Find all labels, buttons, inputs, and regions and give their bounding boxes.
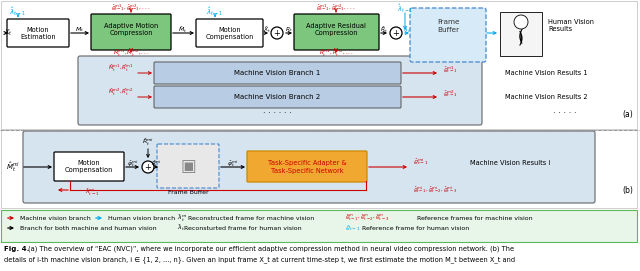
Text: Machine Vision Branch 2: Machine Vision Branch 2 [234,94,320,100]
Bar [1,1,637,129]
Circle shape [390,27,402,39]
FancyBboxPatch shape [294,14,379,50]
FancyBboxPatch shape [7,19,69,47]
Text: $\hat{\varrho}^{m1}_{t-1},\hat{\varrho}^{m2}_{t-1},...$: $\hat{\varrho}^{m1}_{t-1},\hat{\varrho}^… [111,3,150,13]
Text: $\hat{\lambda}_{t-1}$: $\hat{\lambda}_{t-1}$ [207,6,223,18]
Text: $\hat{\varrho}^{m1}_{t-1}$: $\hat{\varrho}^{m1}_{t-1}$ [443,64,458,75]
Text: $\hat{\varphi}^{mi}_t$: $\hat{\varphi}^{mi}_t$ [127,159,139,169]
Text: $\hat{R}^{m1}_t, \hat{R}^{m2}_t,...$: $\hat{R}^{m1}_t, \hat{R}^{m2}_t,...$ [319,47,353,59]
Text: $X_t$: $X_t$ [4,28,13,38]
Text: Reference frames for machine vision: Reference frames for machine vision [417,215,532,221]
Text: ▣: ▣ [180,157,196,175]
Text: · · · · · ·: · · · · · · [262,108,291,118]
Text: Machine vision branch: Machine vision branch [20,215,91,221]
Text: Reference frame for human vision: Reference frame for human vision [362,225,469,231]
Text: (a): (a) [622,111,633,120]
Text: Frame: Frame [436,19,460,25]
Text: Adaptive Residual: Adaptive Residual [306,23,366,29]
Text: (b): (b) [622,186,633,195]
Text: Compensation: Compensation [206,34,254,40]
Text: ): ) [518,31,524,46]
FancyBboxPatch shape [23,131,595,203]
Text: Estimation: Estimation [20,34,56,40]
Circle shape [271,27,283,39]
Text: Buffer: Buffer [437,27,459,33]
Text: $\hat{\varrho}^{mi}_{t-1},\hat{\varrho}^{mi}_{t-2},\hat{\varrho}^{mi}_{t-3}$: $\hat{\varrho}^{mi}_{t-1},\hat{\varrho}^… [413,185,458,195]
Text: Compression: Compression [314,30,358,36]
Text: (a) The overview of “EAC (NVC)”, where we incorporate our efficient adaptive com: (a) The overview of “EAC (NVC)”, where w… [28,246,514,253]
Text: $\hat{\varrho}^{mi}_{t-1}$: $\hat{\varrho}^{mi}_{t-1}$ [413,157,429,167]
Text: Machine Vision Results 1: Machine Vision Results 1 [505,70,588,76]
FancyBboxPatch shape [157,144,219,188]
Text: Adaptive Motion: Adaptive Motion [104,23,158,29]
Text: $\hat{\lambda}_{t-1}$: $\hat{\lambda}_{t-1}$ [10,6,26,18]
Text: $\hat{\lambda}_t$: $\hat{\lambda}_t$ [403,25,411,35]
Text: +: + [273,28,280,37]
Text: · · · · ·: · · · · · [553,108,577,118]
Text: Task-Specific Adapter &: Task-Specific Adapter & [268,160,346,166]
Text: $\hat{M}^{m1}_t, \hat{R}^{m1}_t$: $\hat{M}^{m1}_t, \hat{R}^{m1}_t$ [108,62,134,74]
FancyBboxPatch shape [196,19,263,47]
Text: $M_t$: $M_t$ [76,25,84,34]
Text: $\hat{\varrho}_{t-1}$: $\hat{\varrho}_{t-1}$ [345,223,360,233]
Text: $R_t$: $R_t$ [285,25,293,34]
Text: $\hat{\lambda}_{t-1}$: $\hat{\lambda}_{t-1}$ [397,3,413,15]
Text: Reconstructed frame for machine vision: Reconstructed frame for machine vision [188,215,314,221]
Text: $\hat{\lambda}^{mi}_{t-1}$: $\hat{\lambda}^{mi}_{t-1}$ [85,186,100,198]
Text: Compensation: Compensation [65,167,113,173]
FancyBboxPatch shape [54,152,124,181]
FancyBboxPatch shape [154,86,401,108]
Text: +: + [392,28,399,37]
Bar [1,210,637,242]
FancyBboxPatch shape [154,62,401,84]
Text: $\hat{\lambda}^m_t$: $\hat{\lambda}^m_t$ [177,212,187,224]
Text: Branch for both machine and human vision: Branch for both machine and human vision [20,225,157,231]
Text: $\hat{R}_t$: $\hat{R}_t$ [380,25,388,35]
Text: Fig. 4.: Fig. 4. [4,246,29,252]
Text: $\hat{M}^{mi}_t$: $\hat{M}^{mi}_t$ [6,160,20,174]
FancyBboxPatch shape [78,56,482,125]
Circle shape [514,15,528,29]
Text: $\hat{\lambda}_t$: $\hat{\lambda}_t$ [177,223,185,233]
FancyBboxPatch shape [91,14,171,50]
Text: Human Vision: Human Vision [548,19,594,25]
Text: $\hat{\varrho}^{m1}_{t-1},\hat{\varrho}^{m2}_{t-1},...$: $\hat{\varrho}^{m1}_{t-1},\hat{\varrho}^… [316,3,356,13]
Text: $\hat{X}_t$: $\hat{X}_t$ [263,25,271,35]
FancyBboxPatch shape [410,8,486,62]
Text: Task-Specific Network: Task-Specific Network [271,168,343,174]
Text: $\hat{R}^{mi}_t$: $\hat{R}^{mi}_t$ [142,136,154,148]
Text: Motion: Motion [27,27,49,33]
Text: $\hat{R}^{mi}_t$: $\hat{R}^{mi}_t$ [150,159,161,170]
Text: (: ( [518,28,524,44]
Bar [1,130,637,208]
Text: Machine Vision Results 2: Machine Vision Results 2 [505,94,588,100]
Text: Frame Buffer: Frame Buffer [168,191,208,195]
Text: Compression: Compression [109,30,153,36]
Text: $\hat{M}^{m1}_t, \hat{M}^{m2}_t,...$: $\hat{M}^{m1}_t, \hat{M}^{m2}_t,...$ [113,47,149,59]
Bar [500,12,542,56]
Text: details of i-th machine vision branch, i ∈ {1, 2, ..., n}. Given an input frame : details of i-th machine vision branch, i… [4,256,515,263]
Text: $\hat{M}^{m2}_t, \hat{R}^{m2}_t$: $\hat{M}^{m2}_t, \hat{R}^{m2}_t$ [108,86,134,98]
Text: Machine Vision Branch 1: Machine Vision Branch 1 [234,70,320,76]
Text: Human vision branch: Human vision branch [108,215,175,221]
Text: $\hat{\varrho}^{m2}_{t-1}$: $\hat{\varrho}^{m2}_{t-1}$ [443,89,458,99]
Text: Reconsturted frame for human vision: Reconsturted frame for human vision [184,225,301,231]
Text: +: + [145,163,152,172]
Text: Machine Vision Results i: Machine Vision Results i [470,160,550,166]
Text: Motion: Motion [219,27,241,33]
Text: $\hat{\varphi}^{mi}_t$: $\hat{\varphi}^{mi}_t$ [227,159,239,169]
Circle shape [142,161,154,173]
Text: $\hat{\varrho}^m_{t-1}, \hat{\varrho}^m_{t-2}, \hat{\varrho}^m_{t-3}$: $\hat{\varrho}^m_{t-1}, \hat{\varrho}^m_… [345,213,389,223]
Text: Results: Results [548,26,572,32]
Text: $\hat{M}_t$: $\hat{M}_t$ [179,25,188,35]
FancyBboxPatch shape [247,151,367,182]
Text: Motion: Motion [77,160,100,166]
